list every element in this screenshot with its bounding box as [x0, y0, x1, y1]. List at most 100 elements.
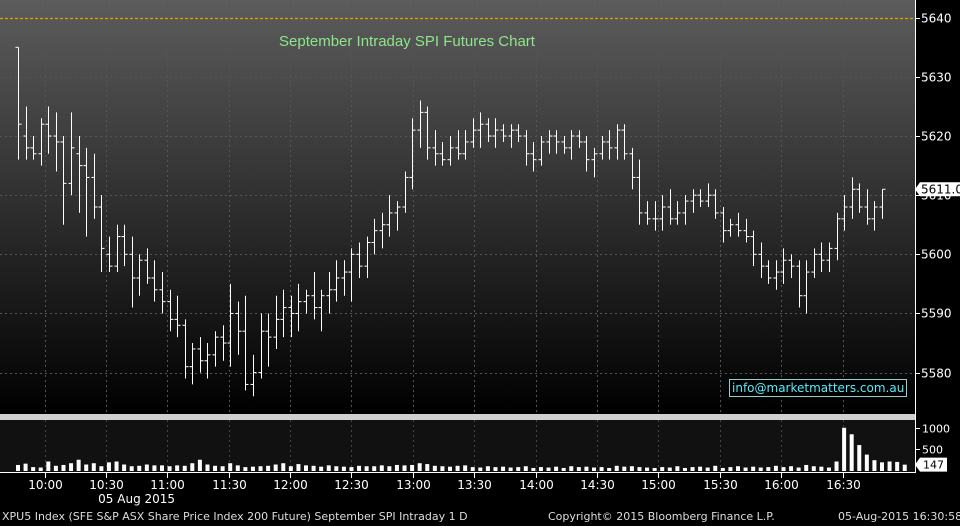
date-label: 05 Aug 2015 — [98, 492, 175, 506]
ohlc-bar — [614, 124, 621, 160]
ohlc-bar — [690, 189, 697, 213]
ohlc-bar — [834, 212, 841, 261]
ohlc-bar — [735, 212, 742, 237]
ohlc-bar — [871, 201, 878, 231]
ohlc-bar — [705, 183, 712, 207]
volume-bar — [682, 467, 687, 471]
ohlc-bar — [818, 242, 825, 273]
ohlc-bar — [60, 136, 67, 225]
volume-bar — [91, 463, 96, 471]
ohlc-bar — [386, 195, 393, 237]
volume-bar — [720, 467, 725, 471]
volume-bar — [523, 466, 528, 471]
volume-bar — [781, 467, 786, 471]
ohlc-bar — [841, 195, 848, 231]
volume-bar — [842, 427, 847, 471]
volume-bar — [137, 465, 142, 471]
email-link[interactable]: info@marketmatters.com.au — [729, 379, 908, 397]
ohlc-bar — [644, 201, 651, 225]
footer-bar: XPU5 Index (SFE S&P ASX Share Price Inde… — [0, 507, 960, 526]
volume-bar — [296, 464, 301, 471]
volume-bar — [887, 461, 892, 471]
volume-bar — [592, 467, 596, 471]
volume-bar — [304, 465, 308, 471]
volume-bar — [281, 463, 286, 471]
volume-bar — [341, 466, 346, 471]
volume-bar — [319, 466, 324, 471]
ohlc-bar — [265, 313, 272, 367]
volume-bar — [660, 467, 665, 471]
volume-bar — [705, 467, 710, 471]
volume-bar — [152, 465, 157, 471]
ohlc-bar — [30, 136, 37, 160]
footer-copyright: Copyright© 2015 Bloomberg Finance L.P. — [548, 510, 775, 523]
last-volume-badge — [915, 457, 947, 472]
volume-bar — [167, 466, 172, 471]
volume-bar — [470, 467, 475, 471]
time-tick-label: 11:30 — [212, 478, 247, 492]
volume-bar — [751, 466, 756, 471]
ohlc-bar — [682, 195, 689, 225]
volume-bar — [599, 467, 604, 471]
ohlc-bar — [788, 254, 795, 278]
ohlc-bar — [68, 112, 75, 196]
volume-bar — [614, 465, 619, 471]
volume-bar — [76, 459, 81, 471]
time-tick-label: 13:30 — [457, 478, 492, 492]
ohlc-bar — [568, 130, 575, 160]
ohlc-bar — [750, 230, 757, 267]
time-tick-label: 10:00 — [28, 478, 63, 492]
volume-bar — [902, 464, 907, 471]
footer-timestamp: 05-Aug-2015 16:30:58 — [838, 510, 960, 523]
ohlc-bar — [621, 124, 628, 160]
volume-bar — [826, 467, 831, 471]
volume-bar — [182, 465, 187, 471]
volume-bar — [758, 467, 763, 471]
ohlc-bar — [758, 242, 765, 278]
last-price-label: 5611.0 — [921, 182, 960, 196]
ohlc-bar — [606, 130, 613, 160]
ohlc-bar — [576, 130, 583, 148]
volume-bar — [637, 467, 642, 471]
ohlc-bar — [485, 118, 492, 142]
ohlc-bar — [129, 236, 136, 308]
ohlc-bar — [599, 136, 606, 160]
price-tick-label: 5590 — [921, 307, 952, 321]
volume-bar — [584, 466, 589, 471]
ohlc-bar — [76, 136, 83, 213]
ohlc-bar — [583, 136, 590, 172]
ohlc-bar — [333, 260, 340, 302]
ohlc-bar — [311, 272, 318, 320]
time-tick-label: 13:00 — [396, 478, 431, 492]
volume-bar — [516, 467, 521, 471]
ohlc-bar — [144, 248, 151, 284]
ohlc-bar — [258, 313, 265, 379]
volume-bar — [796, 467, 801, 471]
volume-bar — [864, 454, 869, 471]
volume-bar — [122, 464, 127, 471]
ohlc-bar — [712, 189, 719, 219]
volume-bar — [728, 467, 733, 471]
ohlc-bar — [864, 189, 871, 225]
ohlc-bar — [765, 260, 772, 284]
ohlc-bar — [500, 124, 507, 142]
ohlc-bar — [106, 236, 113, 273]
volume-bar — [129, 466, 134, 471]
ohlc-bar — [326, 272, 333, 314]
volume-bar — [713, 465, 718, 471]
ohlc-bar — [220, 325, 227, 361]
ohlc-bar — [341, 260, 348, 296]
ohlc-bar — [371, 218, 378, 255]
volume-bar — [872, 460, 877, 471]
ohlc-bar — [720, 207, 727, 243]
ohlc-bar — [348, 248, 355, 302]
ohlc-bar — [280, 289, 287, 338]
volume-bar — [160, 465, 164, 471]
ohlc-bar — [318, 289, 325, 332]
ohlc-bar — [242, 295, 249, 391]
ohlc-bar — [174, 295, 181, 338]
volume-bar — [849, 434, 854, 471]
ohlc-bar — [803, 260, 810, 314]
price-tick-label: 5600 — [921, 248, 952, 262]
